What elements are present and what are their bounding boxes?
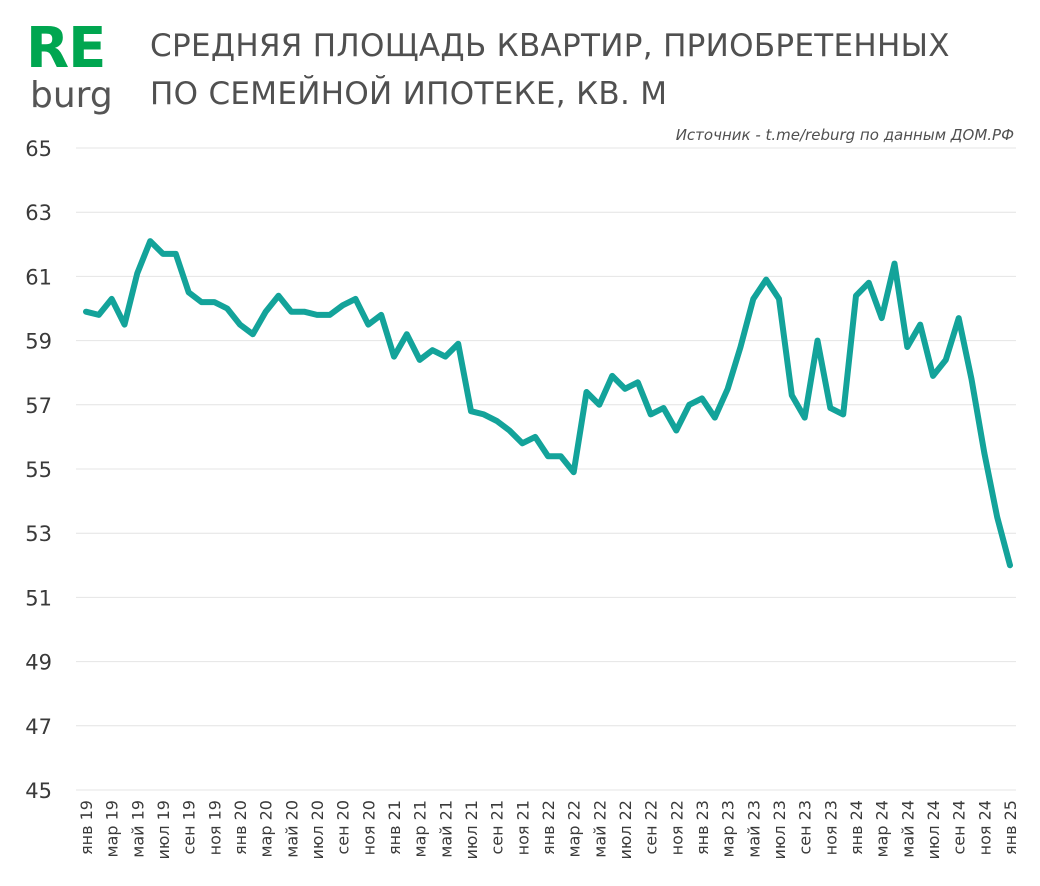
x-tick-label: ноя 19 <box>205 800 224 855</box>
x-axis-ticks: янв 19 мар 19 май 19 июл 19 сен 19 ноя 19 янв … <box>77 800 1020 860</box>
series-line <box>83 238 1013 569</box>
x-tick-label: мар 20 <box>257 800 276 857</box>
y-tick-label: 47 <box>25 715 52 739</box>
x-tick-label: сен 19 <box>180 800 199 855</box>
x-tick-label: мар 23 <box>719 800 738 857</box>
y-tick-label: 61 <box>25 265 52 289</box>
y-tick-label: 51 <box>25 586 52 610</box>
x-tick-label: июл 22 <box>616 800 635 860</box>
logo-burg-text: burg <box>30 75 113 116</box>
x-tick-label: сен 20 <box>334 800 353 855</box>
y-tick-label: 63 <box>25 201 52 225</box>
x-tick-label: янв 20 <box>231 800 250 855</box>
x-tick-label: ноя 22 <box>667 800 686 855</box>
y-tick-label: 53 <box>25 522 52 546</box>
x-tick-label: июл 23 <box>770 800 789 860</box>
x-tick-label: мар 22 <box>565 800 584 857</box>
gridlines <box>76 147 1016 791</box>
x-tick-label: июл 19 <box>154 800 173 860</box>
x-tick-label: сен 24 <box>950 800 969 855</box>
x-tick-label: сен 22 <box>642 800 661 855</box>
x-tick-label: ноя 23 <box>821 800 840 855</box>
y-tick-label: 59 <box>25 330 52 354</box>
x-tick-label: июл 21 <box>462 800 481 860</box>
x-tick-label: ноя 21 <box>513 800 532 855</box>
y-tick-label: 65 <box>25 137 52 161</box>
x-tick-label: ноя 20 <box>359 800 378 855</box>
x-tick-label: май 21 <box>436 800 455 858</box>
x-tick-label: янв 24 <box>847 800 866 855</box>
chart-title-line-2: ПО СЕМЕЙНОЙ ИПОТЕКЕ, КВ. М <box>150 76 668 112</box>
x-tick-label: янв 25 <box>1001 800 1020 855</box>
x-tick-label: ноя 24 <box>975 800 994 855</box>
logo-re-text: RE <box>26 16 106 81</box>
x-tick-label: мар 19 <box>103 800 122 857</box>
reburg-logo: RE burg <box>26 18 126 118</box>
x-tick-label: май 22 <box>590 800 609 858</box>
y-tick-label: 55 <box>25 458 52 482</box>
x-tick-label: июл 20 <box>308 800 327 860</box>
x-tick-label: янв 21 <box>385 800 404 855</box>
x-tick-label: май 20 <box>282 800 301 858</box>
x-tick-label: янв 22 <box>539 800 558 855</box>
x-tick-label: мар 21 <box>411 800 430 857</box>
x-tick-label: май 23 <box>744 800 763 858</box>
x-tick-label: сен 23 <box>796 800 815 855</box>
y-tick-label: 57 <box>25 394 52 418</box>
x-tick-label: май 19 <box>128 800 147 858</box>
x-tick-label: май 24 <box>898 800 917 858</box>
y-tick-label: 49 <box>25 651 52 675</box>
chart-title-line-1: СРЕДНЯЯ ПЛОЩАДЬ КВАРТИР, ПРИОБРЕТЕННЫХ <box>150 28 950 64</box>
x-tick-label: сен 21 <box>488 800 507 855</box>
y-tick-label: 45 <box>25 779 52 803</box>
chart-title: СРЕДНЯЯ ПЛОЩАДЬ КВАРТИР, ПРИОБРЕТЕННЫХ П… <box>150 22 1010 118</box>
x-tick-label: июл 24 <box>924 800 943 860</box>
x-tick-label: мар 24 <box>873 800 892 857</box>
y-axis-ticks: 65 63 61 59 57 55 53 51 49 47 45 <box>25 137 52 803</box>
x-tick-label: янв 23 <box>693 800 712 855</box>
source-note: Источник - t.me/reburg по данным ДОМ.РФ <box>675 126 1014 144</box>
x-tick-label: янв 19 <box>77 800 96 855</box>
